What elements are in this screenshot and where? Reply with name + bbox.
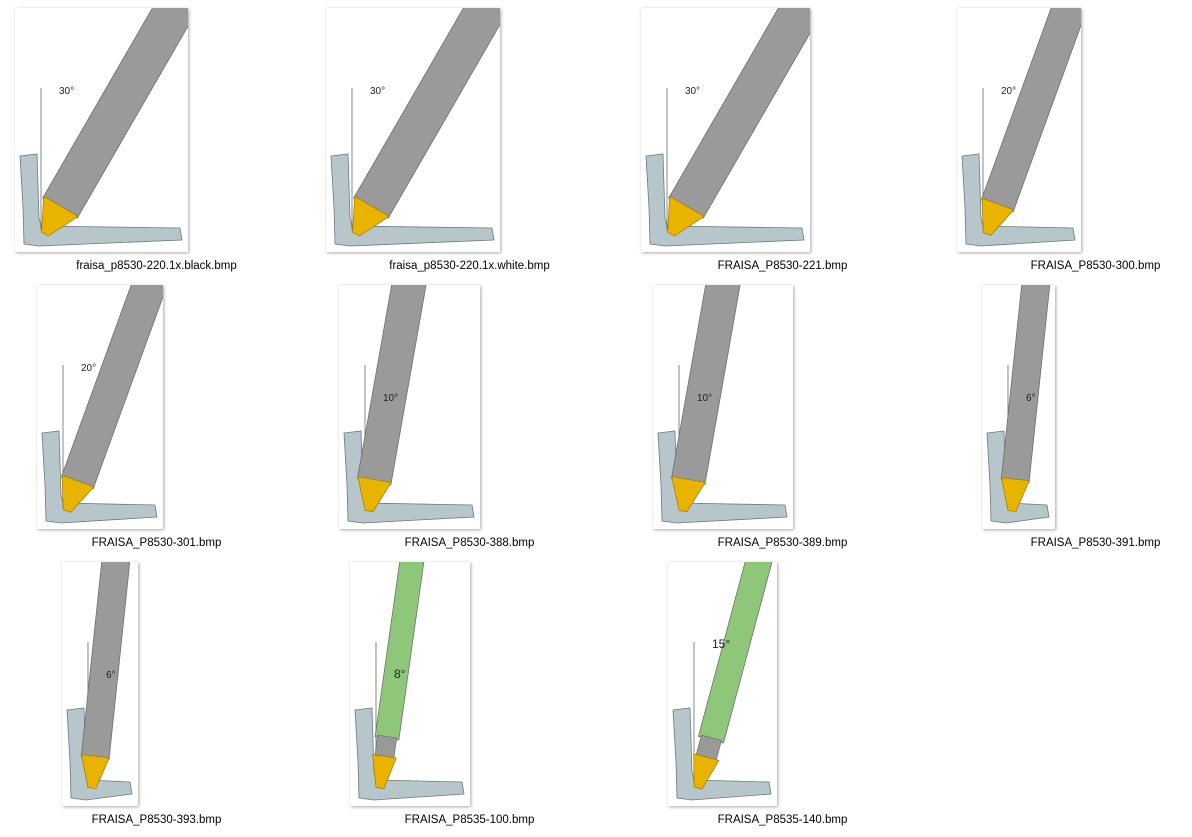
thumbnail: 10° [339, 285, 480, 529]
tool [667, 8, 810, 237]
tool-shank [697, 562, 777, 744]
thumbnail: 6° [982, 285, 1055, 529]
workpiece [672, 707, 772, 801]
tool-tip [41, 195, 79, 237]
thumbnail: 20° [37, 285, 163, 529]
tool [60, 285, 163, 513]
tool-tip [372, 754, 397, 789]
workpiece [645, 153, 805, 247]
file-item[interactable]: 20° FRAISA_P8530-300.bmp [939, 0, 1192, 277]
file-name: FRAISA_P8530-300.bmp [1030, 260, 1161, 272]
tool-shank [668, 8, 810, 219]
file-name: FRAISA_P8530-389.bmp [717, 537, 848, 549]
tool-tip [1000, 477, 1030, 512]
angle-label: 20° [1001, 86, 1016, 97]
thumbnail-image: 30° [330, 8, 500, 247]
angle-label: 30° [59, 86, 74, 97]
file-item[interactable]: 30° FRAISA_P8530-221.bmp [626, 0, 939, 277]
workpiece [354, 707, 465, 801]
thumbnail-image: 8° [354, 562, 465, 801]
tool-shank [60, 285, 163, 490]
angle-label: 10° [383, 393, 398, 404]
file-item[interactable]: 10° FRAISA_P8530-389.bmp [626, 277, 939, 554]
angle-label: 8° [394, 667, 406, 681]
tool [357, 285, 442, 513]
file-name: FRAISA_P8530-301.bmp [91, 537, 222, 549]
tool-shank [671, 285, 756, 485]
tool-tip [667, 195, 705, 237]
tool-tip [693, 753, 720, 790]
thumbnail-image: 15° [672, 562, 777, 801]
thumbnail-image: 20° [961, 8, 1081, 247]
file-name: fraisa_p8530-220.1x.white.bmp [389, 260, 550, 272]
file-item[interactable]: 6° FRAISA_P8530-391.bmp [939, 277, 1192, 554]
thumbnail: 10° [653, 285, 793, 529]
tool [671, 285, 756, 513]
angle-label: 15° [712, 637, 730, 651]
file-name: FRAISA_P8530-391.bmp [1030, 537, 1161, 549]
file-item[interactable]: 15° FRAISA_P8535-140.bmp [626, 554, 939, 831]
tool-shank [1000, 285, 1055, 484]
tool [41, 8, 188, 237]
tool [80, 562, 138, 789]
tool [1000, 285, 1055, 512]
tool [693, 562, 777, 790]
thumbnail: 6° [62, 562, 138, 806]
file-name: FRAISA_P8530-388.bmp [404, 537, 535, 549]
file-item[interactable]: 10° FRAISA_P8530-388.bmp [313, 277, 626, 554]
file-item[interactable]: 20° FRAISA_P8530-301.bmp [0, 277, 313, 554]
thumbnail: 30° [641, 8, 810, 252]
workpiece [41, 430, 158, 524]
angle-label: 30° [370, 86, 385, 97]
thumbnail-image: 30° [19, 8, 188, 247]
tool-shank [353, 8, 500, 219]
tool-shank [80, 562, 138, 761]
tool-shank [980, 8, 1081, 213]
angle-label: 30° [685, 86, 700, 97]
tool-shank [357, 285, 442, 485]
tool-tip [352, 195, 390, 237]
workpiece [19, 153, 183, 247]
angle-label: 20° [81, 363, 96, 374]
tool-shank [374, 562, 437, 741]
workpiece [961, 153, 1076, 247]
thumbnail: 30° [326, 8, 500, 252]
file-name: FRAISA_P8535-140.bmp [717, 814, 848, 826]
thumbnail-image: 30° [645, 8, 810, 247]
tool-shank [42, 8, 188, 219]
thumbnail-image: 6° [66, 562, 138, 801]
angle-label: 6° [106, 670, 116, 681]
tool-tip [80, 754, 110, 789]
file-item[interactable]: 8° FRAISA_P8535-100.bmp [313, 554, 626, 831]
thumbnail-image: 6° [986, 285, 1055, 524]
thumbnail-image: 10° [657, 285, 788, 524]
file-item[interactable]: 6° FRAISA_P8530-393.bmp [0, 554, 313, 831]
tool-tip [981, 197, 1015, 236]
tool [372, 562, 437, 789]
thumbnail-image: 10° [343, 285, 475, 524]
file-name: FRAISA_P8530-393.bmp [91, 814, 222, 826]
file-name: FRAISA_P8535-100.bmp [404, 814, 535, 826]
thumbnail-image: 20° [41, 285, 163, 524]
tool-tip [357, 476, 392, 513]
angle-label: 6° [1026, 393, 1036, 404]
tool-tip [671, 476, 706, 513]
thumbnail: 15° [668, 562, 777, 806]
thumbnail: 8° [350, 562, 470, 806]
angle-label: 10° [697, 393, 712, 404]
workpiece [330, 153, 495, 247]
thumbnail: 20° [957, 8, 1081, 252]
tool [352, 8, 500, 237]
file-name: FRAISA_P8530-221.bmp [717, 260, 848, 272]
file-name: fraisa_p8530-220.1x.black.bmp [76, 260, 237, 272]
tool-tip [61, 474, 95, 513]
thumbnail: 30° [15, 8, 188, 252]
file-item[interactable]: 30° fraisa_p8530-220.1x.white.bmp [313, 0, 626, 277]
tool [980, 8, 1081, 236]
file-item[interactable]: 30° fraisa_p8530-220.1x.black.bmp [0, 0, 313, 277]
